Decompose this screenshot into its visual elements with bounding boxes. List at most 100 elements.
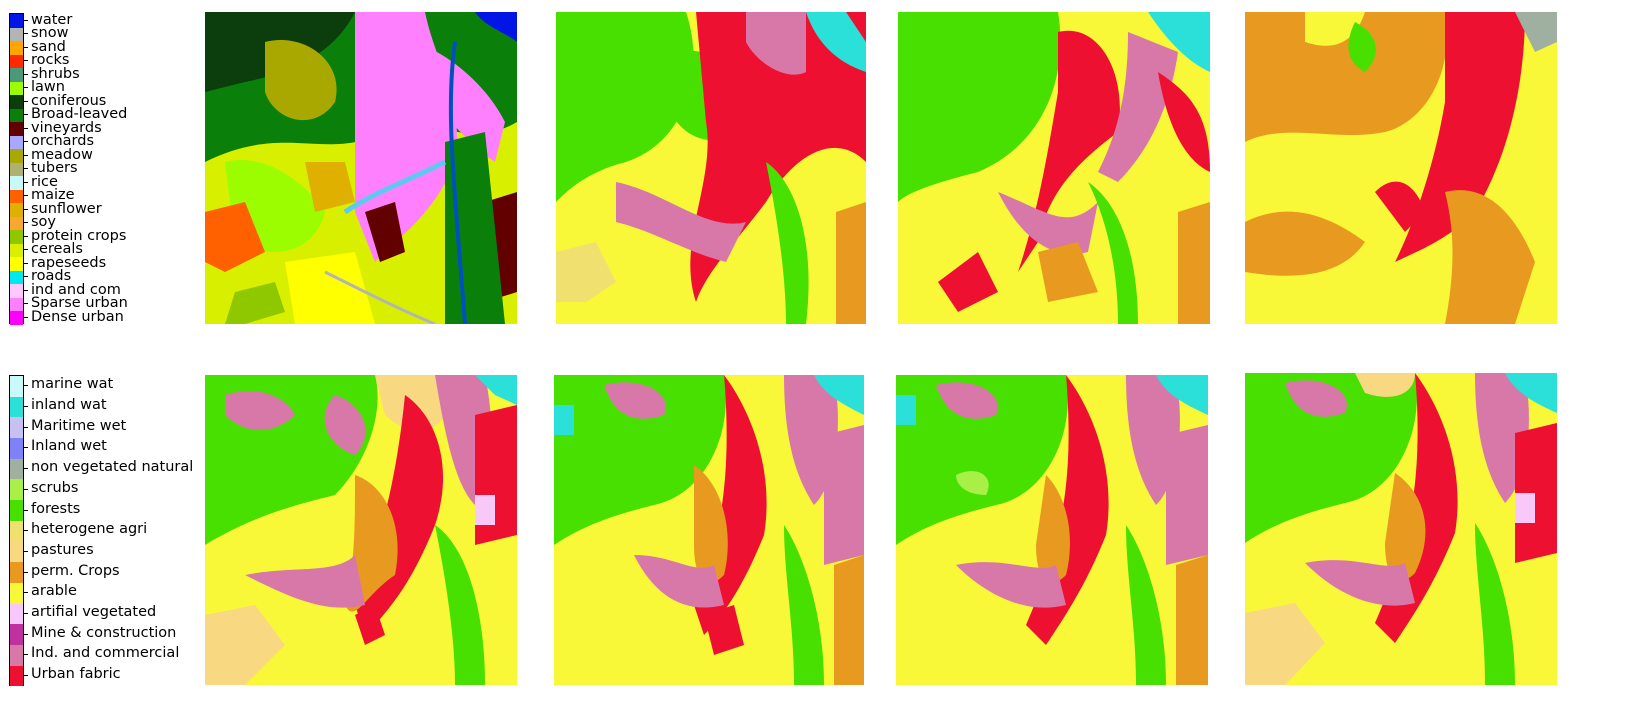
legend-label: Maritime wet xyxy=(31,417,127,434)
legend-tick xyxy=(24,289,28,291)
legend-tick xyxy=(24,385,28,387)
legend-tick xyxy=(24,276,28,278)
map-bottom-2-svg xyxy=(554,375,864,685)
legend-tick xyxy=(24,509,28,511)
legend-swatch xyxy=(10,216,23,230)
legend-label: orchards xyxy=(31,133,95,150)
legend-tick xyxy=(24,488,28,490)
legend-label: soy xyxy=(31,214,57,231)
legend-label: artifial vegetated xyxy=(31,604,157,621)
legend-label: forests xyxy=(31,500,81,517)
legend-swatch xyxy=(10,438,23,459)
legend-tick xyxy=(24,154,28,156)
legend-tick xyxy=(24,592,28,594)
legend-tick xyxy=(24,208,28,210)
legend-label: heterogene agri xyxy=(31,521,148,538)
legend-swatch xyxy=(10,257,23,271)
legend-bottom-colorbar xyxy=(9,375,24,687)
legend-label: snow xyxy=(31,25,69,42)
legend-tick xyxy=(24,235,28,237)
map-top-1-satellite-classification xyxy=(205,12,517,324)
legend-swatch xyxy=(10,95,23,109)
legend-tick xyxy=(24,406,28,408)
legend-label: Broad-leaved xyxy=(31,106,128,123)
legend-label: roads xyxy=(31,268,72,285)
legend-label: Dense urban xyxy=(31,308,124,325)
legend-swatch xyxy=(10,665,23,687)
legend-tick xyxy=(24,571,28,573)
legend-swatch xyxy=(10,582,23,604)
legend-label: pastures xyxy=(31,541,94,558)
legend-label: shrubs xyxy=(31,65,80,82)
legend-swatch xyxy=(10,14,23,28)
map-top-2-prediction xyxy=(556,12,866,324)
legend-swatch xyxy=(10,149,23,163)
legend-label: perm. Crops xyxy=(31,562,120,579)
legend-label: water xyxy=(31,11,73,28)
legend-tick xyxy=(24,168,28,170)
legend-label: marine wat xyxy=(31,376,114,393)
legend-label: vineyards xyxy=(31,119,102,136)
legend-swatch xyxy=(10,162,23,176)
legend-swatch xyxy=(10,417,23,439)
legend-label: lawn xyxy=(31,79,65,96)
legend-label: scrubs xyxy=(31,479,79,496)
map-top-4-prediction xyxy=(1245,12,1557,324)
legend-label: sand xyxy=(31,38,66,55)
map-top-1-svg xyxy=(205,12,517,324)
legend-label: Sparse urban xyxy=(31,295,128,312)
legend-tick xyxy=(24,195,28,197)
legend-tick xyxy=(24,550,28,552)
legend-label: Ind. and commercial xyxy=(31,645,180,662)
legend-label: maize xyxy=(31,187,75,204)
legend-label: arable xyxy=(31,583,77,600)
legend-tick xyxy=(24,33,28,35)
legend-tick xyxy=(24,73,28,75)
legend-label: non vegetated natural xyxy=(31,459,194,476)
legend-label: inland wat xyxy=(31,397,107,414)
legend-swatch xyxy=(10,81,23,95)
legend-label: Urban fabric xyxy=(31,666,121,683)
legend-tick xyxy=(24,87,28,89)
legend-tick xyxy=(24,262,28,264)
legend-swatch xyxy=(10,203,23,217)
legend-tick xyxy=(24,181,28,183)
legend-swatch xyxy=(10,284,23,298)
legend-label: Mine & construction xyxy=(31,624,177,641)
legend-label: protein crops xyxy=(31,227,127,244)
legend-swatch xyxy=(10,562,23,583)
legend-swatch xyxy=(10,520,23,542)
legend-label: rice xyxy=(31,173,58,190)
legend-label: cereals xyxy=(31,241,83,258)
legend-label: rapeseeds xyxy=(31,254,107,271)
legend-label: Inland wet xyxy=(31,438,107,455)
map-top-2-svg xyxy=(556,12,866,324)
map-top-4-svg xyxy=(1245,12,1557,324)
legend-tick xyxy=(24,46,28,48)
legend-tick xyxy=(24,316,28,318)
legend-tick xyxy=(24,222,28,224)
legend-tick xyxy=(24,100,28,102)
legend-swatch xyxy=(10,541,23,563)
legend-swatch xyxy=(10,270,23,284)
legend-label: tubers xyxy=(31,160,78,177)
legend-label: sunflower xyxy=(31,200,102,217)
legend-swatch xyxy=(10,500,23,521)
map-bottom-2-reference xyxy=(554,375,864,685)
legend-label: meadow xyxy=(31,146,93,163)
legend-tick xyxy=(24,19,28,21)
legend-swatch xyxy=(10,108,23,122)
legend-swatch xyxy=(10,41,23,55)
legend-swatch xyxy=(10,479,23,501)
legend-swatch xyxy=(10,644,23,666)
legend-tick xyxy=(24,127,28,129)
map-bottom-3-reference xyxy=(896,375,1208,685)
map-bottom-4-svg xyxy=(1245,373,1557,685)
legend-tick xyxy=(24,447,28,449)
legend-swatch xyxy=(10,297,23,311)
legend-tick xyxy=(24,468,28,470)
legend-swatch xyxy=(10,603,23,625)
legend-tick xyxy=(24,613,28,615)
legend-swatch xyxy=(10,189,23,203)
legend-swatch xyxy=(10,122,23,136)
